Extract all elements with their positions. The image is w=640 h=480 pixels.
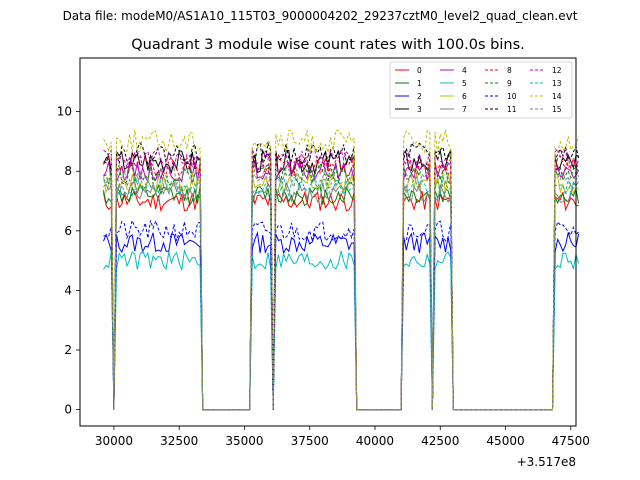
series-line-13 [103, 174, 579, 411]
legend-label-12: 12 [552, 66, 562, 75]
legend-label-13: 13 [552, 79, 562, 88]
y-tick-label: 8 [64, 164, 72, 178]
plot-area-frame [79, 57, 577, 427]
series-line-15 [103, 166, 580, 411]
series-line-11 [103, 141, 580, 411]
y-tick-label: 6 [64, 224, 72, 238]
series-line-3 [103, 148, 579, 411]
legend-label-4: 4 [462, 66, 467, 75]
legend-label-10: 10 [507, 92, 517, 101]
x-tick-label: 42500 [421, 434, 459, 448]
series-line-2 [103, 230, 580, 411]
series-line-12 [103, 148, 580, 411]
series-line-0 [103, 190, 579, 411]
series-line-5 [103, 248, 580, 411]
legend-label-3: 3 [417, 105, 422, 114]
x-tick-label: 32500 [160, 434, 198, 448]
y-tick-label: 4 [64, 283, 72, 297]
series-line-9 [103, 162, 580, 411]
x-tick-label: 37500 [291, 434, 329, 448]
x-tick-label: 40000 [356, 434, 394, 448]
legend-label-15: 15 [552, 105, 562, 114]
legend-label-6: 6 [462, 92, 467, 101]
legend-label-0: 0 [417, 66, 422, 75]
x-tick-label: 45000 [486, 434, 524, 448]
y-tick-label: 2 [64, 343, 72, 357]
y-tick-label: 10 [57, 105, 72, 119]
legend-label-8: 8 [507, 66, 512, 75]
x-tick-label: 47500 [552, 434, 590, 448]
x-tick-label: 30000 [95, 434, 133, 448]
x-tick-label: 35000 [225, 434, 263, 448]
legend-label-2: 2 [417, 92, 422, 101]
figure-suptitle: Data file: modeM0/AS1A10_115T03_90000042… [63, 9, 578, 23]
legend-box [389, 61, 573, 119]
legend-label-7: 7 [462, 105, 467, 114]
series-line-10 [103, 218, 579, 411]
legend-label-5: 5 [462, 79, 467, 88]
legend-label-1: 1 [417, 79, 422, 88]
series-line-7 [103, 180, 580, 411]
x-axis: 30000 32500 35000 37500 40000 42500 45000 47500 [95, 426, 590, 448]
legend-label-9: 9 [507, 79, 512, 88]
y-axis: 0 2 4 6 8 10 [57, 105, 80, 417]
chart-title: Quadrant 3 module wise count rates with … [131, 37, 525, 53]
series-layer [103, 129, 580, 411]
x-offset-label: +3.517e8 [517, 455, 576, 469]
legend-label-14: 14 [552, 92, 562, 101]
y-tick-label: 0 [64, 403, 72, 417]
legend-label-11: 11 [507, 105, 517, 114]
series-line-6 [103, 172, 579, 411]
series-line-1 [103, 183, 580, 411]
